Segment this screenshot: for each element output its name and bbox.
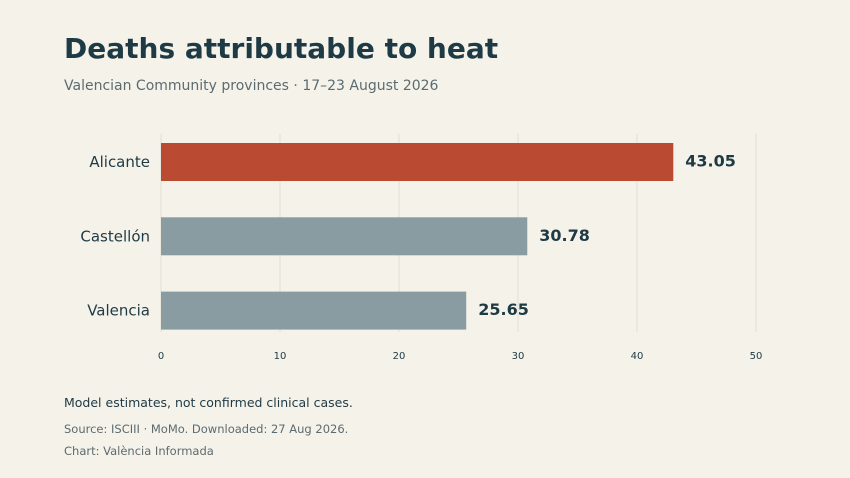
bar — [161, 143, 674, 181]
category-label: Valencia — [87, 302, 150, 320]
category-label: Alicante — [89, 153, 150, 171]
data-label: 43.05 — [685, 152, 736, 171]
chart-subtitle: Valencian Community provinces · 17–23 Au… — [64, 78, 439, 94]
data-label: 25.65 — [478, 300, 529, 319]
x-tick-label: 30 — [512, 351, 525, 362]
bar — [161, 217, 528, 256]
x-tick-label: 10 — [274, 351, 287, 362]
x-tick-label: 40 — [631, 351, 644, 362]
bar — [161, 291, 467, 330]
source-line: Source: ISCIII · MoMo. Downloaded: 27 Au… — [64, 422, 349, 436]
labels: 0 10 20 30 40 50 Alicante 43.05 Castellón 30.78 Va… — [80, 152, 762, 363]
x-tick-label: 0 — [158, 351, 164, 362]
category-label: Castellón — [80, 227, 150, 245]
bars — [161, 143, 674, 330]
footnote: Model estimates, not confirmed clinical … — [64, 395, 353, 410]
credit-line: Chart: València Informada — [64, 444, 214, 458]
data-label: 30.78 — [539, 226, 590, 245]
x-tick-label: 50 — [750, 351, 763, 362]
chart-title: Deaths attributable to heat — [64, 32, 499, 65]
x-tick-label: 20 — [393, 351, 406, 362]
